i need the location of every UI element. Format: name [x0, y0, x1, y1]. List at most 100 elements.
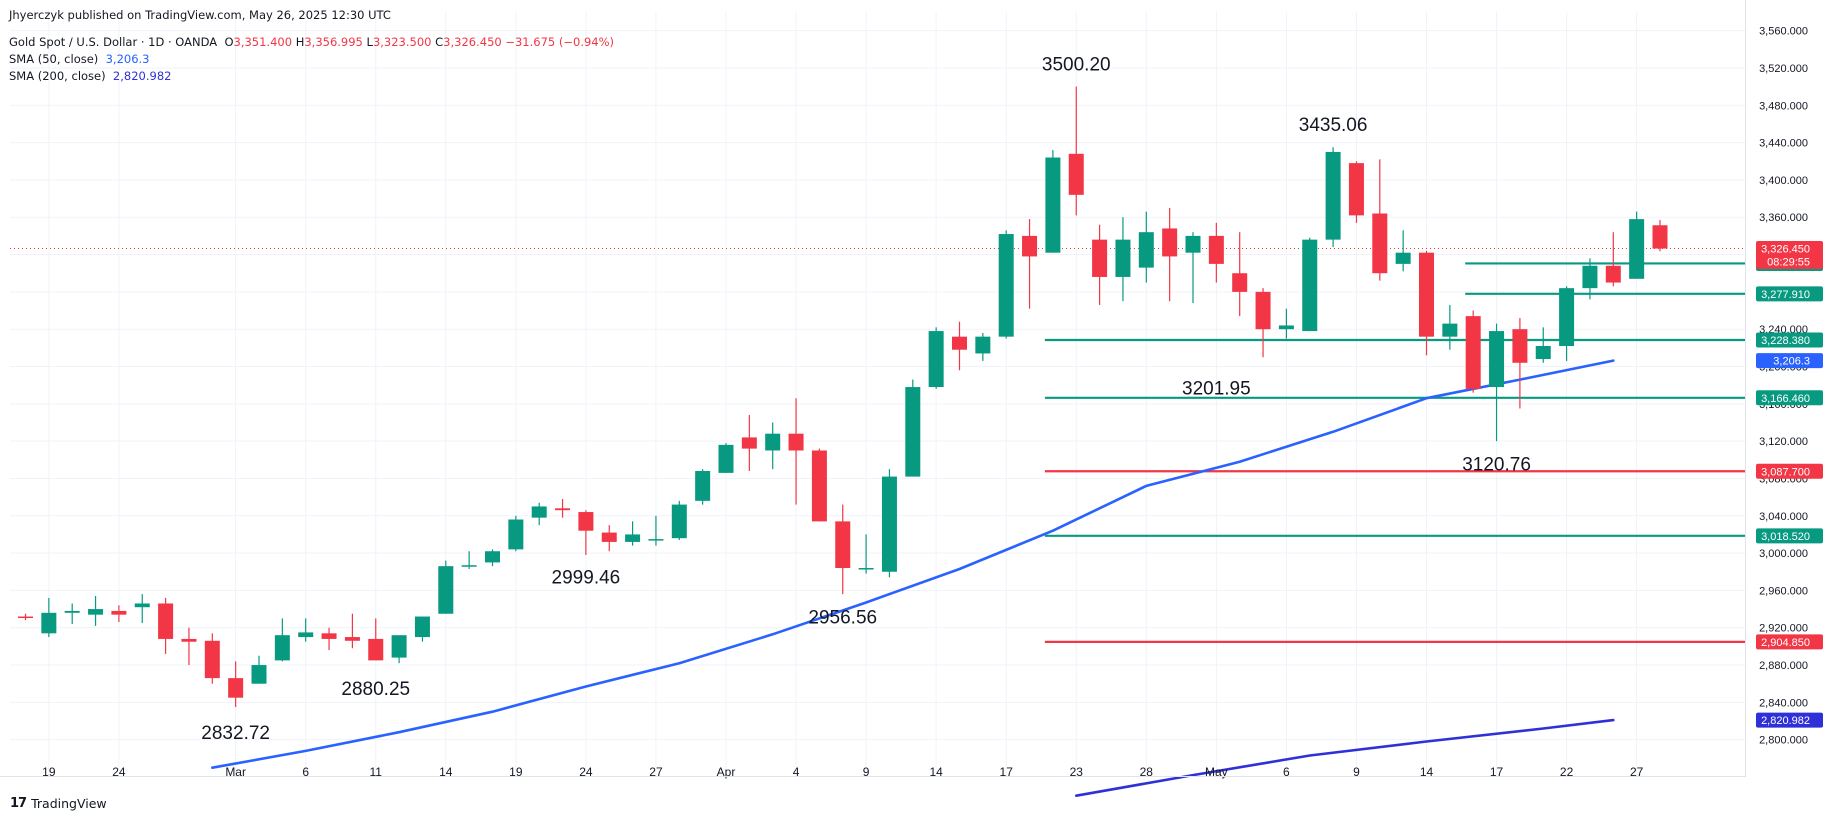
price-annotation: 3435.06: [1299, 115, 1368, 136]
candle-body: [975, 336, 991, 354]
sma50-legend[interactable]: SMA (50, close) 3,206.3: [9, 52, 150, 66]
x-tick-label: 19: [42, 765, 56, 779]
x-tick-label: 9: [863, 765, 870, 779]
candle-body: [811, 450, 827, 522]
y-tick-label: 2,880.000: [1759, 660, 1808, 672]
candle-body: [718, 444, 734, 473]
candle-body: [64, 610, 80, 613]
candle-body: [204, 640, 220, 679]
candle-body: [88, 609, 104, 615]
candle-body: [508, 519, 524, 550]
brand-name: TradingView: [31, 796, 107, 811]
price-tags: 3,310.4803,277.9103,228.3803,166.4603,08…: [1756, 241, 1823, 728]
candle-body: [741, 437, 757, 449]
candle-body: [1559, 288, 1575, 346]
tradingview-logo-icon: 17: [10, 796, 27, 811]
candle-body: [1022, 235, 1038, 257]
candle-body: [1629, 219, 1645, 279]
sma200-legend[interactable]: SMA (200, close) 2,820.982: [9, 69, 171, 83]
candle-body: [18, 616, 33, 619]
candle-body: [1535, 345, 1551, 360]
price-tag-label: 3,277.910: [1761, 289, 1810, 301]
price-tag-box: [1756, 712, 1823, 728]
x-tick-label: Apr: [717, 765, 736, 779]
price-annotation: 2880.25: [341, 679, 410, 700]
x-tick-label: 17: [1490, 765, 1504, 779]
price-annotation: 3201.95: [1182, 379, 1251, 400]
candle-body: [928, 331, 944, 388]
candle-body: [601, 532, 617, 542]
candle-body: [905, 387, 921, 477]
candle-body: [952, 336, 967, 350]
x-tick-label: 19: [509, 765, 523, 779]
candle-body: [671, 504, 687, 539]
tradingview-brand[interactable]: 17 TradingView: [10, 796, 107, 811]
sma50-label: SMA (50, close): [9, 52, 99, 66]
candle-body: [788, 433, 804, 451]
x-tick-label: 28: [1140, 765, 1154, 779]
y-tick-label: 3,520.000: [1759, 63, 1808, 75]
ohlc-close: 3,326.450: [443, 35, 502, 49]
price-annotation: 2832.72: [201, 723, 270, 744]
y-tick-label: 3,360.000: [1759, 212, 1808, 224]
ohlc-low: 3,323.500: [372, 35, 432, 49]
candle-body: [298, 632, 314, 638]
sma-lines: [211, 359, 1615, 797]
candle-body: [134, 603, 150, 608]
candle-body: [625, 534, 641, 542]
sma200-label: SMA (200, close): [9, 69, 106, 83]
price-axis[interactable]: 2,800.000 2,840.000 2,880.000 2,920.000 2,96…: [1745, 0, 1809, 777]
candle-body: [1512, 329, 1528, 363]
sma50-line: [211, 359, 1615, 769]
time-axis[interactable]: 19 24 Mar 6 11 14 19 24 27 Apr 4 9 14 17 23 28 May 6 9 14 17…: [0, 765, 1745, 779]
candle-body: [1442, 323, 1458, 337]
candle-body: [858, 568, 874, 570]
candle-body: [1068, 153, 1084, 195]
x-tick-label: 9: [1353, 765, 1360, 779]
price-tag-label: 3,228.380: [1761, 335, 1810, 347]
price-tag-box: [1756, 286, 1823, 302]
price-tag-label: 2,820.982: [1761, 715, 1810, 727]
candle-body: [1255, 291, 1271, 330]
candle-body: [1395, 252, 1411, 264]
candle-body: [1372, 213, 1388, 274]
x-tick-label: 6: [302, 765, 309, 779]
candle-body: [1208, 235, 1224, 264]
x-tick-label: 22: [1560, 765, 1574, 779]
candle-body: [531, 506, 547, 518]
published-line: Jhyerczyk published on TradingView.com, …: [9, 8, 391, 22]
candle-body: [41, 612, 57, 634]
candle-body: [1489, 331, 1505, 388]
ohlc-open-label: O: [224, 35, 234, 49]
candle-body: [1115, 239, 1131, 277]
candle-body: [648, 539, 664, 541]
countdown-label: 08:29:55: [1767, 257, 1810, 269]
candle-body: [835, 521, 851, 569]
x-tick-label: 24: [579, 765, 593, 779]
candle-body: [695, 471, 711, 501]
ohlc-low-label: L: [366, 35, 373, 49]
candle-body: [1652, 225, 1668, 249]
candle-body: [881, 476, 897, 572]
price-annotation: 2956.56: [808, 608, 877, 629]
candle-body: [1605, 265, 1621, 283]
candle-body: [1162, 228, 1178, 257]
candle-body: [1185, 235, 1201, 253]
candle-body: [158, 603, 174, 639]
price-tag-label: 3,018.520: [1761, 531, 1810, 543]
candle-body: [228, 678, 244, 698]
candle-body: [181, 638, 197, 642]
candle-body: [1582, 265, 1598, 289]
ohlc-close-label: C: [435, 35, 444, 49]
candle-body: [578, 512, 594, 531]
y-tick-label: 2,960.000: [1759, 585, 1808, 597]
candle-body: [391, 635, 407, 658]
y-tick-label: 2,800.000: [1759, 735, 1808, 747]
candle-body: [555, 508, 571, 511]
candle-body: [251, 665, 267, 684]
candle-body: [1045, 157, 1061, 253]
candle-body: [1092, 239, 1108, 277]
candle-body: [438, 566, 454, 614]
y-tick-label: 3,040.000: [1759, 511, 1808, 523]
